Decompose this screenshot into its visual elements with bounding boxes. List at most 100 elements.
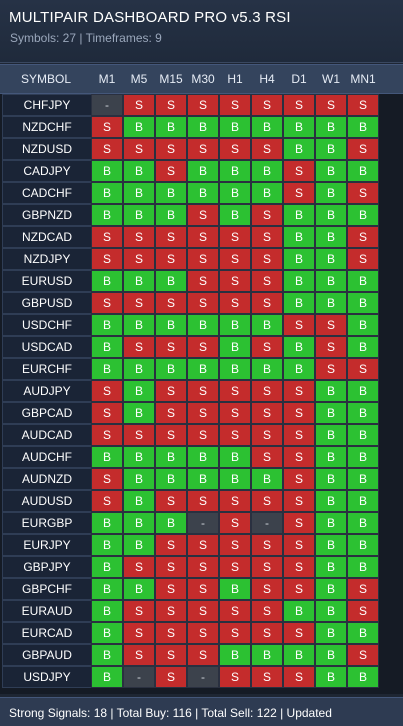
signal-cell: B bbox=[155, 446, 187, 468]
signal-cell: S bbox=[155, 226, 187, 248]
symbol-cell: AUDNZD bbox=[2, 468, 92, 490]
signal-cell: S bbox=[315, 336, 347, 358]
status-summary: Strong Signals: 18 | Total Buy: 116 | To… bbox=[9, 706, 332, 720]
signal-cell: B bbox=[91, 600, 123, 622]
signal-cell: S bbox=[123, 226, 155, 248]
table-row: NZDUSD S S S S S S B B S bbox=[0, 138, 403, 160]
signal-cell: S bbox=[155, 578, 187, 600]
symbol-cell: AUDJPY bbox=[2, 380, 92, 402]
symbol-cell: GBPAUD bbox=[2, 644, 92, 666]
signal-cell: S bbox=[283, 402, 315, 424]
signal-cell: S bbox=[187, 490, 219, 512]
column-header-h1: H1 bbox=[227, 72, 243, 86]
signal-cell: B bbox=[219, 446, 251, 468]
signal-cell: B bbox=[315, 666, 347, 688]
signal-cell: S bbox=[251, 204, 283, 226]
signal-cell: S bbox=[315, 314, 347, 336]
signal-cell: B bbox=[347, 622, 379, 644]
signal-cell: B bbox=[283, 644, 315, 666]
symbol-cell: USDCAD bbox=[2, 336, 92, 358]
signal-cell: S bbox=[123, 292, 155, 314]
column-header-m15: M15 bbox=[159, 72, 183, 86]
signal-cell: B bbox=[219, 204, 251, 226]
signal-cell: S bbox=[187, 336, 219, 358]
signal-cell: B bbox=[123, 446, 155, 468]
signal-cell: S bbox=[91, 424, 123, 446]
signal-cell: S bbox=[347, 578, 379, 600]
signal-cell: B bbox=[123, 160, 155, 182]
signal-cell: S bbox=[123, 94, 155, 116]
signal-cell: B bbox=[219, 358, 251, 380]
signal-cell: S bbox=[123, 556, 155, 578]
symbol-cell: NZDCHF bbox=[2, 116, 92, 138]
signal-cell: S bbox=[347, 600, 379, 622]
table-row: NZDCHF S B B B B B B B B bbox=[0, 116, 403, 138]
signal-cell: B bbox=[123, 578, 155, 600]
table-row: GBPUSD S S S S S S B B B bbox=[0, 292, 403, 314]
signal-cell: B bbox=[347, 556, 379, 578]
signal-cell: B bbox=[347, 490, 379, 512]
signal-cell: B bbox=[315, 512, 347, 534]
signal-cell: B bbox=[155, 468, 187, 490]
signal-cell: S bbox=[219, 402, 251, 424]
signal-cell: S bbox=[155, 380, 187, 402]
signal-cell: S bbox=[251, 578, 283, 600]
signal-cell: B bbox=[219, 314, 251, 336]
signal-cell: S bbox=[283, 622, 315, 644]
signal-cell: S bbox=[219, 380, 251, 402]
signal-cell: B bbox=[315, 160, 347, 182]
column-header-w1: W1 bbox=[322, 72, 340, 86]
signal-cell: S bbox=[187, 556, 219, 578]
signal-cell: S bbox=[91, 490, 123, 512]
signal-cell: B bbox=[155, 116, 187, 138]
signal-cell: B bbox=[219, 644, 251, 666]
signal-cell: B bbox=[347, 160, 379, 182]
signal-cell: S bbox=[123, 248, 155, 270]
signal-cell: S bbox=[155, 160, 187, 182]
column-header-row: SYMBOL M1 M5 M15 M30 H1 H4 D1 W1 MN1 bbox=[0, 64, 403, 94]
signal-cell: B bbox=[219, 160, 251, 182]
signal-cell: B bbox=[91, 160, 123, 182]
symbol-cell: USDCHF bbox=[2, 314, 92, 336]
signal-cell: B bbox=[347, 446, 379, 468]
signal-cell: B bbox=[315, 380, 347, 402]
signal-cell: S bbox=[91, 226, 123, 248]
signal-cell: B bbox=[123, 270, 155, 292]
signal-cell: S bbox=[283, 468, 315, 490]
signal-cell: S bbox=[283, 490, 315, 512]
signal-cell: S bbox=[187, 534, 219, 556]
symbol-cell: GBPNZD bbox=[2, 204, 92, 226]
signal-cell: S bbox=[155, 622, 187, 644]
table-row: CADJPY B B S B B B S B B bbox=[0, 160, 403, 182]
table-row: GBPAUD B S S S B B B B S bbox=[0, 644, 403, 666]
table-row: USDJPY B - S - S S S B B bbox=[0, 666, 403, 688]
signal-cell: S bbox=[251, 248, 283, 270]
signal-cell: B bbox=[315, 622, 347, 644]
table-row: EURCHF B B B B B B B S S bbox=[0, 358, 403, 380]
signal-cell: S bbox=[187, 292, 219, 314]
signal-cell: S bbox=[155, 490, 187, 512]
signal-cell: B bbox=[91, 358, 123, 380]
signal-cell: S bbox=[91, 248, 123, 270]
signal-cell: B bbox=[155, 512, 187, 534]
signal-cell: - bbox=[187, 512, 219, 534]
signal-cell: S bbox=[347, 358, 379, 380]
table-row: CHFJPY - S S S S S S S S bbox=[0, 94, 403, 116]
signal-cell: B bbox=[251, 644, 283, 666]
signal-cell: S bbox=[187, 622, 219, 644]
signal-cell: B bbox=[315, 270, 347, 292]
symbol-cell: CADCHF bbox=[2, 182, 92, 204]
table-row: GBPJPY B S S S S S S B B bbox=[0, 556, 403, 578]
signal-cell: B bbox=[91, 534, 123, 556]
signal-cell: S bbox=[219, 226, 251, 248]
symbol-cell: NZDCAD bbox=[2, 226, 92, 248]
signal-cell: B bbox=[187, 116, 219, 138]
signal-cell: S bbox=[91, 292, 123, 314]
table-row: AUDNZD S B B B B B S B B bbox=[0, 468, 403, 490]
signal-cell: S bbox=[91, 380, 123, 402]
signal-cell: B bbox=[219, 578, 251, 600]
signal-cell: S bbox=[219, 512, 251, 534]
signal-cell: B bbox=[315, 534, 347, 556]
signal-cell: S bbox=[219, 270, 251, 292]
signal-cell: S bbox=[347, 644, 379, 666]
